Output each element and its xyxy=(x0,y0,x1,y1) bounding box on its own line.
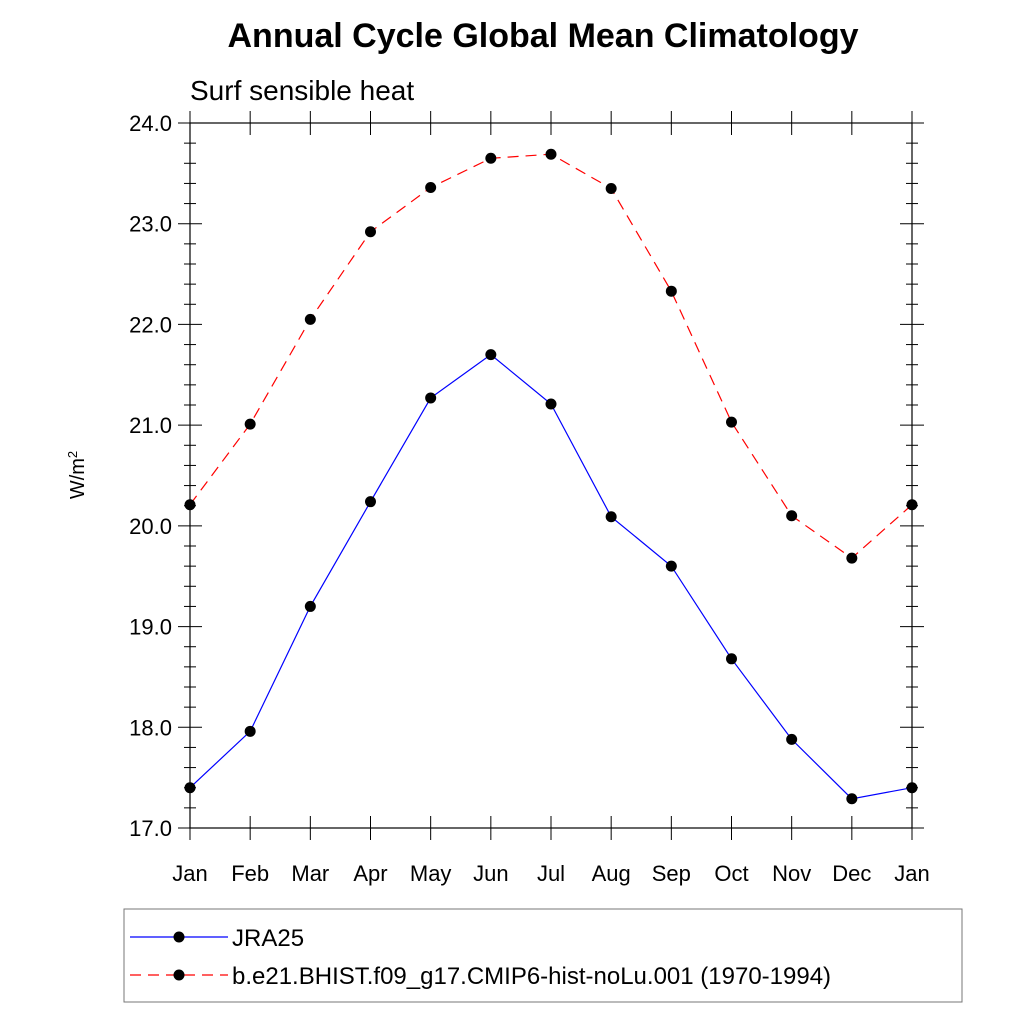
legend-marker xyxy=(173,931,185,943)
x-tick-label: Jul xyxy=(537,861,565,886)
data-point xyxy=(906,782,918,794)
series-2 xyxy=(184,148,918,564)
chart-subtitle: Surf sensible heat xyxy=(190,75,414,106)
x-tick-label: Sep xyxy=(652,861,691,886)
data-point xyxy=(846,793,858,805)
x-tick-label: Apr xyxy=(353,861,387,886)
data-point xyxy=(425,392,437,404)
y-tick-label: 20.0 xyxy=(129,514,172,539)
data-point xyxy=(726,416,737,428)
series-1 xyxy=(184,349,918,805)
y-axis-label-text: W/m xyxy=(67,458,89,499)
data-point xyxy=(184,499,196,511)
plot-frame xyxy=(189,122,913,829)
legend-item: b.e21.BHIST.f09_g17.CMIP6-hist-noLu.001 … xyxy=(130,963,831,990)
x-tick-label: Mar xyxy=(291,861,329,886)
data-point xyxy=(665,560,677,572)
data-point xyxy=(365,226,376,238)
x-tick-label: Oct xyxy=(714,861,748,886)
y-tick-label: 21.0 xyxy=(129,413,172,438)
x-tick-label: Aug xyxy=(592,861,631,886)
svg-text:W/m2: W/m2 xyxy=(65,451,90,499)
data-point xyxy=(545,398,557,410)
x-tick-label: Dec xyxy=(832,861,871,886)
x-tick-label: Feb xyxy=(231,861,269,886)
legend-label: JRA25 xyxy=(232,925,304,952)
x-tick-label: Jan xyxy=(894,861,929,886)
series-layer xyxy=(184,148,918,805)
y-tick-label: 22.0 xyxy=(129,312,172,337)
legend-box xyxy=(123,908,963,1003)
data-point xyxy=(304,313,316,325)
x-tick-label: Nov xyxy=(772,861,811,886)
y-axis-label-superscript: 2 xyxy=(65,451,80,458)
data-point xyxy=(485,152,497,164)
x-tick-labels: Jan Feb Mar Apr May Jun Jul Aug Sep Oct Nov Dec Jan xyxy=(172,861,929,886)
x-tick-label: Jun xyxy=(473,861,508,886)
y-tick-label: 24.0 xyxy=(129,111,172,136)
y-tick-labels: 17.0 18.0 19.0 20.0 21.0 22.0 23.0 24.0 xyxy=(129,111,172,841)
data-point xyxy=(485,349,497,361)
legend: JRA25 b.e21.BHIST.f09_g17.CMIP6-hist-noLu… xyxy=(123,908,963,1003)
data-point xyxy=(786,733,798,745)
data-point xyxy=(184,782,196,794)
data-point xyxy=(605,511,617,523)
legend-marker xyxy=(173,969,185,981)
data-point xyxy=(244,725,256,737)
data-point xyxy=(665,285,677,297)
y-tick-label: 23.0 xyxy=(129,212,172,237)
y-axis-label: W/m2 xyxy=(65,451,90,499)
data-point xyxy=(244,418,256,430)
series-line xyxy=(189,153,913,559)
y-tick-label: 17.0 xyxy=(129,816,172,841)
data-point xyxy=(726,653,737,665)
x-tick-label: May xyxy=(410,861,452,886)
data-point xyxy=(786,510,798,522)
data-point xyxy=(365,496,376,508)
y-tick-label: 19.0 xyxy=(129,615,172,640)
data-point xyxy=(906,499,918,511)
legend-items: JRA25 b.e21.BHIST.f09_g17.CMIP6-hist-noLu… xyxy=(130,925,831,990)
x-tick-label: Jan xyxy=(172,861,207,886)
chart-title: Annual Cycle Global Mean Climatology xyxy=(228,17,859,55)
data-point xyxy=(846,552,858,564)
axis-ticks xyxy=(178,111,924,840)
series-line xyxy=(189,353,913,800)
legend-item: JRA25 xyxy=(130,925,304,952)
data-point xyxy=(425,181,437,193)
data-point xyxy=(304,600,316,612)
data-point xyxy=(545,148,557,160)
y-tick-label: 18.0 xyxy=(129,715,172,740)
data-point xyxy=(605,182,617,194)
legend-label: b.e21.BHIST.f09_g17.CMIP6-hist-noLu.001 … xyxy=(232,963,831,990)
